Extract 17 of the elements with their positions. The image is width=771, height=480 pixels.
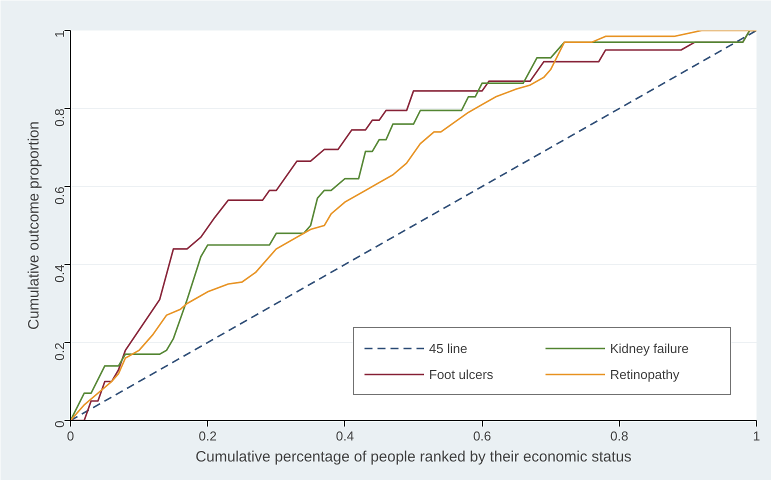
y-tick-label: 0 <box>52 420 67 428</box>
y-tick-label: 0.8 <box>52 108 67 127</box>
x-tick-label: 0.4 <box>336 428 354 444</box>
x-tick-label: 1 <box>752 428 760 444</box>
y-tick-label: 0.2 <box>52 342 67 361</box>
legend-label: 45 line <box>429 340 468 356</box>
y-tick-label: 0.6 <box>52 186 67 205</box>
y-axis-title: Cumulative outcome proportion <box>26 121 42 330</box>
legend-label: Retinopathy <box>610 366 680 382</box>
legend-label: Foot ulcers <box>429 366 494 382</box>
x-tick-label: 0.8 <box>610 428 628 444</box>
x-axis-title: Cumulative percentage of people ranked by their economic status <box>195 448 632 466</box>
legend-label: Kidney failure <box>610 340 690 356</box>
x-tick-label: 0.2 <box>198 428 217 444</box>
y-tick-label: 1 <box>52 30 67 38</box>
y-tick-label: 0.4 <box>52 264 67 283</box>
x-tick-label: 0.6 <box>473 428 492 444</box>
